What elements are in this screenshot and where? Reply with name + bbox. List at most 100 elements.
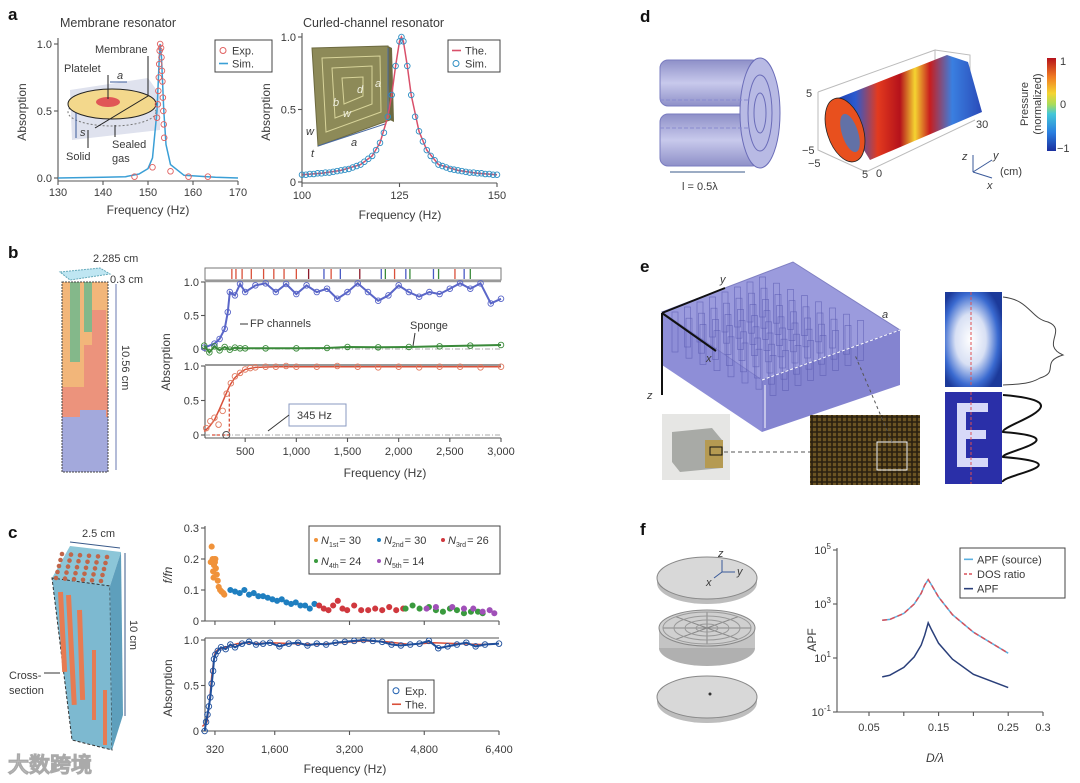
series-exp-point (231, 644, 239, 651)
colorbar-title-1: Pressure (1019, 82, 1031, 126)
channel-opening (103, 560, 108, 566)
fp-column-diagram (58, 267, 117, 473)
legend-subscript: 5th (392, 563, 402, 570)
series-fp-channels-point (334, 295, 341, 303)
series-n1st-point (214, 577, 221, 584)
series-sim-point (470, 169, 477, 176)
channel-green (70, 282, 80, 362)
series-exp-point (202, 718, 210, 726)
t-label: t (311, 148, 315, 160)
series-fp-channels-point (426, 288, 433, 296)
series-n4th-point (453, 607, 461, 614)
series-sim-point (450, 166, 458, 173)
series-sponge-point (344, 343, 351, 351)
series-n3rd-point (351, 602, 358, 609)
y-axis-label: APF (805, 628, 819, 651)
series-fp-channels-point (236, 280, 244, 288)
series-sim-point (423, 146, 431, 154)
series-exp-point (293, 363, 300, 370)
microscope-image (810, 354, 920, 485)
x-tick-label: 0.3 (1035, 722, 1050, 734)
channel-wall-2 (331, 65, 373, 119)
series-sim-point (411, 113, 419, 120)
inner-w-label: w (343, 108, 352, 120)
membrane-inset-diagram: Membrane Platelet a s Solid Sealed gas (64, 44, 160, 165)
legend-label: N4th= 24 (321, 556, 361, 570)
sample-photo (662, 414, 812, 480)
series-sim-point (380, 129, 388, 136)
series-fp-channels-point (252, 282, 259, 289)
y-axis-label: Absorption (161, 659, 175, 716)
series-sponge-point (206, 349, 213, 356)
series-exp-point (388, 641, 395, 648)
y-axis-label: Absorption (159, 333, 173, 390)
end-face-low-pressure (840, 113, 860, 153)
legend-marker (452, 60, 460, 67)
panel-b: b 2.285 cm 0.3 cm 10.56 cm FP channels S… (8, 243, 448, 473)
series-exp-point (159, 78, 166, 85)
y-tick-exponent: 5 (827, 542, 832, 551)
series-n3rd-point (325, 607, 332, 614)
series-exp-point (354, 363, 361, 370)
series-exp-point (259, 640, 267, 647)
channel-strip (103, 690, 107, 745)
y-tick-label: 103 (814, 596, 831, 611)
series-sim-point (435, 161, 442, 168)
x-axis-label: Frequency (Hz) (344, 466, 427, 480)
series-n1st-point (221, 591, 228, 598)
series-sponge-point (467, 342, 474, 349)
cutoff-leader (267, 414, 290, 432)
channel-block-side (388, 46, 394, 122)
half-wavelength-resonator-diagram (659, 57, 781, 173)
series-sim-point (462, 168, 470, 176)
wall-dimension-label: 0.3 cm (110, 274, 143, 286)
height-dimension-label: 10.56 cm (119, 345, 131, 390)
y-tick-label: 0 (193, 430, 199, 442)
series-fp-channels-point (477, 280, 484, 287)
series-exp-point (227, 380, 235, 387)
series-exp-point (207, 417, 214, 425)
series-sim-point (439, 162, 446, 170)
y-start-tick: 0 (876, 168, 882, 180)
channel-opening (83, 565, 89, 571)
series-sim-point (384, 113, 392, 120)
cross-section-label-2: section (9, 685, 44, 697)
series-sponge-point (323, 344, 331, 352)
channel-opening (98, 578, 104, 584)
series-n4th-point (439, 608, 446, 615)
lattice-pillar (760, 287, 768, 329)
series-exp-point (456, 363, 464, 370)
series-fp-channels-point (272, 288, 280, 296)
channel-opening (53, 575, 59, 581)
series-exp-point (435, 644, 442, 652)
legend-label: N5th= 14 (384, 556, 424, 570)
series-sponge-point (221, 343, 228, 351)
x-axis-label: x (705, 577, 712, 589)
channel-opening (55, 569, 60, 575)
series-sponge-point (216, 347, 223, 354)
series-exp-point (416, 640, 423, 647)
series-exp-point (159, 94, 167, 101)
width-dimension-label: 2.5 cm (82, 528, 115, 540)
lattice-pillar (721, 291, 729, 333)
spiral-fins (662, 611, 752, 645)
series-exp-point (497, 363, 505, 370)
series-sim-point (489, 171, 497, 178)
solid-label: Solid (66, 151, 90, 163)
series-fp-channels-point (467, 285, 474, 292)
series-exp-point (149, 164, 156, 171)
x-tick-label: 0.25 (997, 722, 1018, 734)
series-exp-point (266, 639, 274, 646)
series-sim-point (349, 164, 356, 171)
series-sim-point (485, 170, 493, 178)
series-sponge-point (200, 342, 208, 349)
y-axis-label: y (719, 274, 727, 286)
series-apf-line (882, 620, 1009, 689)
width-dimension-label: 2.285 cm (93, 253, 138, 265)
legend-subscript: 1st (329, 542, 338, 549)
legend-symbol: N (384, 535, 392, 547)
series-n1st-point (208, 543, 215, 550)
x-tick-label: 130 (49, 187, 67, 199)
x-right-tick: 5 (862, 169, 868, 181)
lattice-pillar (734, 286, 741, 328)
